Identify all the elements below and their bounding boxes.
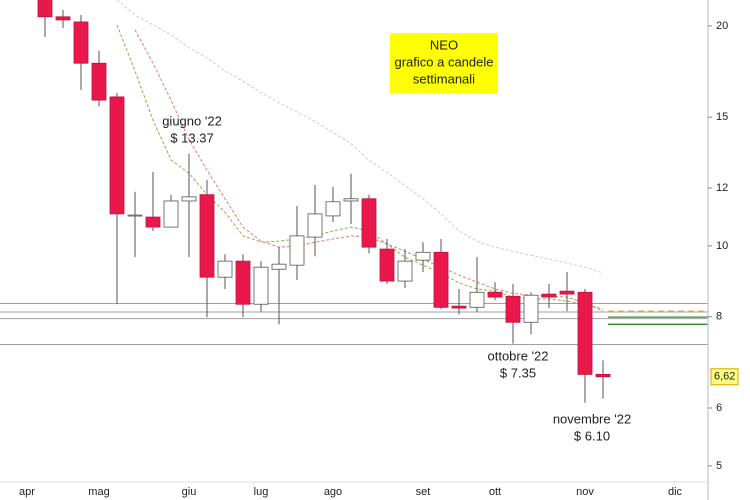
x-tick-label: apr	[19, 486, 35, 498]
annotation: $ 13.37	[170, 130, 213, 145]
x-tick-label: nov	[576, 486, 594, 498]
candle-body	[505, 295, 521, 323]
x-tick-label: mag	[88, 486, 109, 498]
annotation: giugno '22	[162, 113, 222, 128]
note-text: NEO	[430, 37, 458, 52]
candle-body	[55, 16, 71, 21]
candle-body	[217, 260, 233, 278]
candle-body	[91, 62, 107, 101]
candle-body	[181, 196, 197, 202]
annotation: ottobre '22	[487, 348, 548, 363]
candle-body	[163, 200, 179, 228]
candle-body	[433, 251, 449, 308]
candle-body	[307, 213, 323, 238]
candle-body	[289, 235, 305, 266]
x-tick-label: ago	[324, 486, 342, 498]
y-tick-label: 6	[716, 402, 722, 414]
annotation: $ 6.10	[574, 428, 610, 443]
moving-average	[116, 24, 604, 310]
moving-average	[116, 0, 604, 274]
y-tick-label: 8	[716, 311, 722, 323]
candle-body	[541, 293, 557, 298]
candle-body	[343, 198, 359, 202]
last-price-label: 6,62	[714, 371, 735, 383]
candle-body	[37, 0, 53, 18]
candle-body	[361, 198, 377, 248]
candle-body	[469, 291, 485, 308]
candle-body	[109, 96, 125, 215]
candle-body	[559, 290, 575, 295]
annotation: novembre '22	[553, 411, 631, 426]
y-tick-label: 15	[716, 111, 728, 123]
note-box	[390, 33, 498, 93]
annotation: $ 7.35	[500, 365, 536, 380]
candle-body	[145, 216, 161, 228]
candle-body	[577, 291, 593, 375]
candle-body	[397, 260, 413, 282]
note-text: grafico a candele	[394, 54, 493, 69]
x-tick-label: set	[416, 486, 431, 498]
x-tick-label: dic	[668, 486, 683, 498]
candle-body	[415, 251, 431, 261]
candle-body	[199, 194, 215, 278]
candle-body	[487, 291, 503, 298]
last-price-box	[710, 368, 739, 386]
x-tick-label: ott	[489, 486, 501, 498]
y-tick-label: 20	[716, 20, 728, 32]
plot-area	[0, 0, 708, 403]
x-tick-label: giu	[182, 486, 197, 498]
candle-body	[253, 266, 269, 305]
candle-body	[595, 373, 611, 378]
candle-body	[235, 260, 251, 305]
y-tick-label: 10	[716, 240, 728, 252]
candle-body	[73, 21, 89, 64]
candle-body	[451, 305, 467, 309]
y-tick-label: 12	[716, 182, 728, 194]
y-tick-label: 5	[716, 460, 722, 472]
candle-body	[523, 294, 539, 323]
candle-body	[127, 214, 143, 217]
x-tick-label: lug	[254, 486, 269, 498]
candle-body	[325, 201, 341, 217]
candle-body	[379, 248, 395, 282]
candle-body	[271, 263, 287, 270]
note-text: settimanali	[413, 71, 475, 86]
